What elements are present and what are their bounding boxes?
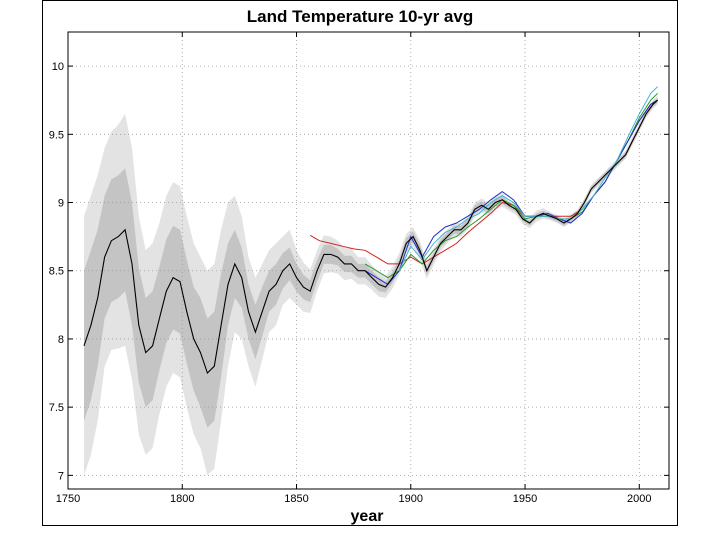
y-tick-label: 7: [58, 470, 64, 482]
x-tick-label: 2000: [627, 493, 651, 505]
x-tick-label: 1800: [170, 493, 194, 505]
y-tick-label: 9.5: [49, 129, 64, 141]
chart-title: Land Temperature 10-yr avg: [247, 7, 473, 26]
y-tick-label: 8: [58, 334, 64, 346]
y-tick-label: 9: [58, 198, 64, 210]
chart-frame: [42, 0, 678, 526]
y-ticks: 7 7.5 8 8.5 9 9.5 10: [49, 61, 669, 482]
outer-uncertainty-band: [84, 96, 658, 476]
series-line-cyan: [398, 86, 658, 271]
series-lines: [83, 86, 658, 375]
x-tick-label: 1850: [284, 493, 308, 505]
uncertainty-bands: [84, 96, 658, 476]
x-tick-label: 1950: [513, 493, 537, 505]
x-tick-label: 1750: [56, 493, 80, 505]
y-tick-label: 10: [52, 61, 64, 73]
y-tick-label: 7.5: [49, 402, 64, 414]
x-ticks: 1750 1800 1850 1900 1950 2000: [56, 32, 652, 505]
series-line-main: [83, 99, 658, 375]
x-tick-label: 1900: [399, 493, 423, 505]
x-axis-label: year: [351, 508, 384, 525]
axes-box: [67, 31, 670, 490]
y-tick-label: 8.5: [49, 266, 64, 278]
axes: [67, 31, 670, 490]
